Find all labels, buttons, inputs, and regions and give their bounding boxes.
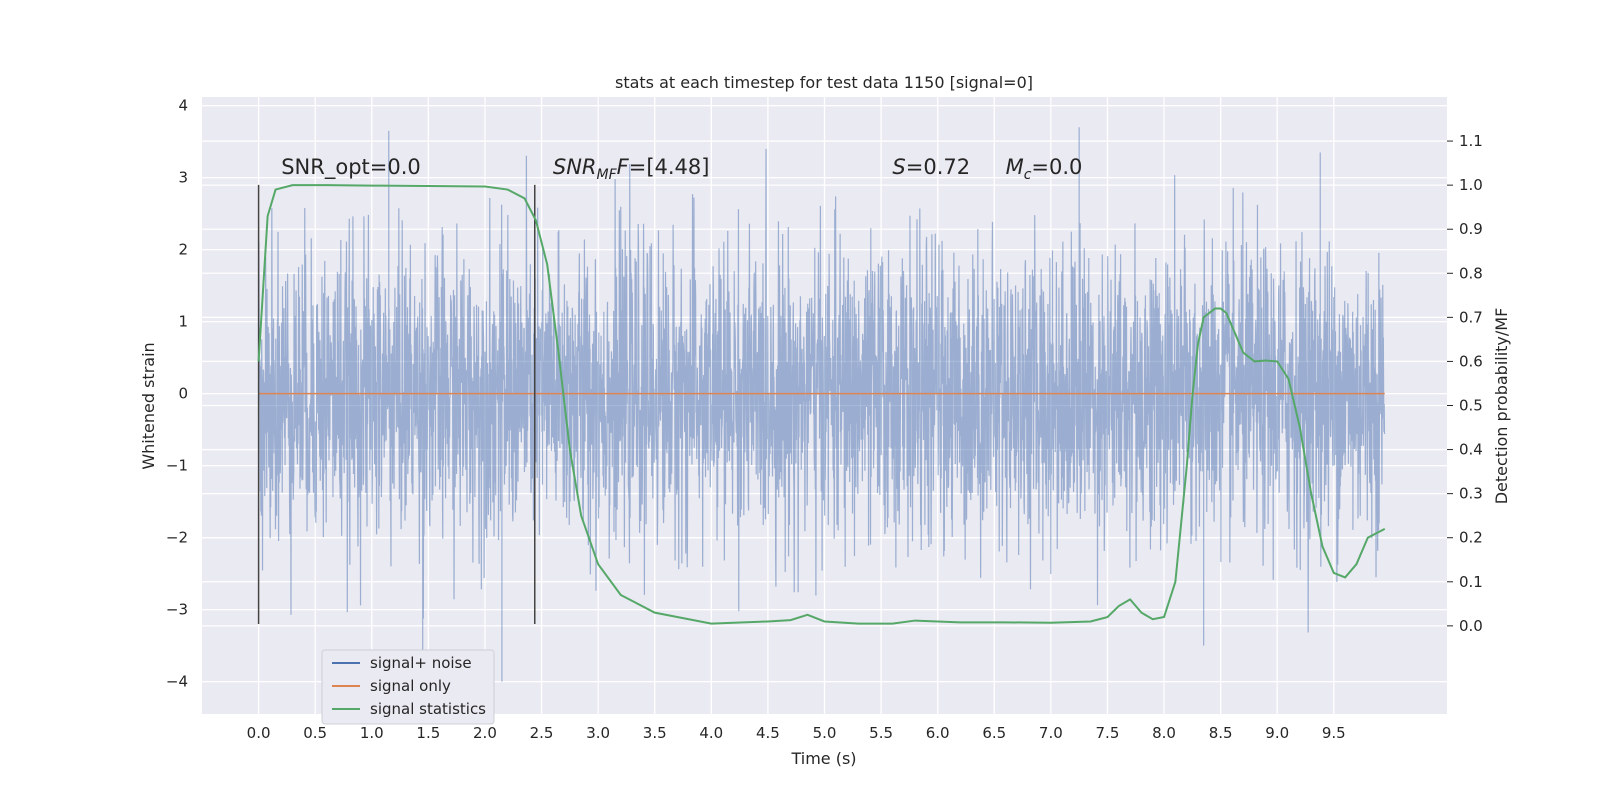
noise-line bbox=[257, 127, 1386, 682]
y-tick-label: 3 bbox=[178, 169, 188, 187]
x-axis-label: Time (s) bbox=[790, 749, 856, 768]
y-tick-label: 2 bbox=[178, 241, 188, 259]
x-tick-label: 2.5 bbox=[530, 724, 554, 742]
x-tick-label: 4.5 bbox=[756, 724, 780, 742]
x-tick-label: 6.0 bbox=[926, 724, 950, 742]
chart-title: stats at each timestep for test data 115… bbox=[615, 73, 1033, 92]
x-tick-label: 6.5 bbox=[982, 724, 1006, 742]
y-axis-ticks: −4 −3 −2 −1 0 1 2 3 4 bbox=[166, 97, 188, 691]
legend-label-signal-noise: signal+ noise bbox=[370, 654, 472, 672]
legend-box bbox=[321, 649, 495, 725]
y2-tick-label: 1.1 bbox=[1459, 132, 1483, 150]
annotations: SNR_opt=0.0 SNRMFF=[4.48] S=0.72 Mc=0.0 bbox=[281, 155, 1082, 183]
y2-tick-label: 0.6 bbox=[1459, 352, 1483, 370]
y-tick-label: 1 bbox=[178, 313, 188, 331]
y-tick-label: −3 bbox=[166, 601, 188, 619]
y2-tick-label: 0.7 bbox=[1459, 308, 1483, 326]
x-tick-label: 2.0 bbox=[473, 724, 497, 742]
annotation-mc-value: Mc=0.0 bbox=[1006, 155, 1083, 183]
y2-tick-label: 0.5 bbox=[1459, 397, 1483, 415]
y2-tick-label: 0.1 bbox=[1459, 573, 1483, 591]
x-axis-ticks: 0.0 0.5 1.0 1.5 2.0 2.5 3.0 3.5 4.0 4.5 5.0 5.5 6.0 6… bbox=[247, 724, 1346, 742]
legend-label-signal-statistics: signal statistics bbox=[370, 700, 486, 718]
x-tick-label: 1.5 bbox=[416, 724, 440, 742]
y2-tick-label: 0.9 bbox=[1459, 220, 1483, 238]
y2-tick-label: 0.0 bbox=[1459, 617, 1483, 635]
y2-axis-ticks: 0.0 0.1 0.2 0.3 0.4 0.5 0.6 0.7 0.8 0.9 1.0 1.1 bbox=[1447, 132, 1483, 635]
x-tick-label: 5.5 bbox=[869, 724, 893, 742]
y-tick-label: −1 bbox=[166, 457, 188, 475]
y2-tick-label: 1.0 bbox=[1459, 176, 1483, 194]
x-tick-label: 8.0 bbox=[1152, 724, 1176, 742]
x-tick-label: 0.0 bbox=[247, 724, 271, 742]
x-tick-label: 0.5 bbox=[303, 724, 327, 742]
y-axis-label: Whitened strain bbox=[139, 342, 158, 469]
legend-label-signal-only: signal only bbox=[370, 677, 451, 695]
y2-tick-label: 0.8 bbox=[1459, 264, 1483, 282]
annotation-s-value: S=0.72 bbox=[892, 155, 970, 179]
signal-statistics-line bbox=[257, 184, 1386, 625]
vertical-markers bbox=[257, 184, 536, 625]
y2-axis-label: Detection probability/MF bbox=[1492, 308, 1511, 505]
x-tick-label: 3.0 bbox=[586, 724, 610, 742]
y-tick-label: −2 bbox=[166, 529, 188, 547]
y-tick-label: 0 bbox=[178, 385, 188, 403]
series-signal-statistics bbox=[257, 184, 1386, 625]
series-signal-noise bbox=[257, 127, 1386, 682]
x-tick-label: 9.5 bbox=[1322, 724, 1346, 742]
y-tick-label: 4 bbox=[178, 97, 188, 115]
x-tick-label: 3.5 bbox=[643, 724, 667, 742]
y-tick-label: −4 bbox=[166, 673, 188, 691]
x-tick-label: 8.5 bbox=[1209, 724, 1233, 742]
x-tick-label: 7.0 bbox=[1039, 724, 1063, 742]
x-tick-label: 9.0 bbox=[1265, 724, 1289, 742]
y2-tick-label: 0.2 bbox=[1459, 529, 1483, 547]
y2-tick-label: 0.4 bbox=[1459, 441, 1483, 459]
x-tick-label: 1.0 bbox=[360, 724, 384, 742]
annotation-snr-opt: SNR_opt=0.0 bbox=[281, 155, 421, 180]
y2-tick-label: 0.3 bbox=[1459, 485, 1483, 503]
x-tick-label: 7.5 bbox=[1096, 724, 1120, 742]
x-tick-label: 4.0 bbox=[699, 724, 723, 742]
x-tick-label: 5.0 bbox=[813, 724, 837, 742]
legend: signal+ noise signal only signal statist… bbox=[321, 649, 495, 725]
annotation-snr-mf: SNRMFF=[4.48] bbox=[553, 155, 710, 183]
